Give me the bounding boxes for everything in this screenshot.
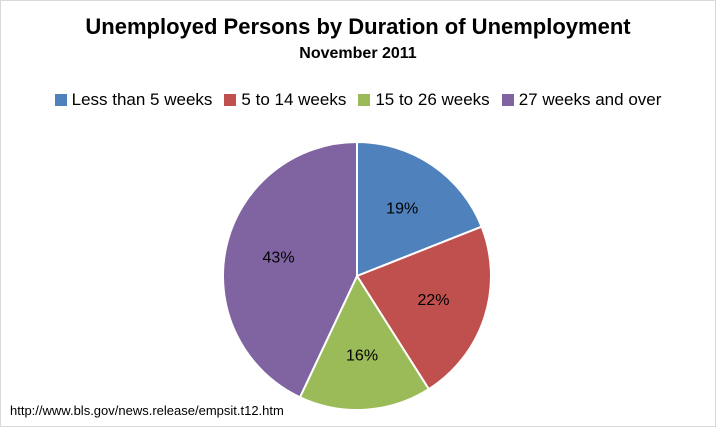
pie-label-27-weeks-and-over: 43% bbox=[263, 250, 295, 267]
pie-slice-5-to-14-weeks bbox=[355, 225, 492, 391]
pie-slice-27-weeks-and-over bbox=[222, 140, 358, 399]
pie-label-15-to-26-weeks: 16% bbox=[346, 347, 378, 364]
legend-item-27-weeks-and-over: 27 weeks and over bbox=[501, 90, 662, 110]
legend-label-less-than-5-weeks: Less than 5 weeks bbox=[71, 90, 213, 109]
pie-label-5-to-14-weeks: 22% bbox=[417, 292, 449, 309]
legend: Less than 5 weeks 5 to 14 weeks 15 to 26… bbox=[0, 90, 716, 110]
legend-swatch-5-to-14-weeks bbox=[224, 94, 237, 106]
pie-label-less-than-5-weeks: 19% bbox=[386, 201, 418, 218]
pie-labels: 19% 22% 16% 43% bbox=[263, 201, 450, 365]
pie-slices bbox=[222, 140, 492, 411]
legend-swatch-27-weeks-and-over bbox=[501, 94, 514, 106]
legend-swatch-15-to-26-weeks bbox=[358, 94, 371, 106]
chart-title: Unemployed Persons by Duration of Unempl… bbox=[85, 14, 631, 39]
pie-slice-15-to-26-weeks bbox=[298, 273, 431, 411]
source-url: http://www.bls.gov/news.release/empsit.t… bbox=[10, 403, 284, 418]
chart-subtitle: November 2011 bbox=[299, 45, 417, 62]
legend-label-27-weeks-and-over: 27 weeks and over bbox=[518, 90, 662, 109]
legend-item-15-to-26-weeks: 15 to 26 weeks bbox=[358, 90, 490, 110]
legend-label-5-to-14-weeks: 5 to 14 weeks bbox=[241, 90, 347, 109]
legend-label-15-to-26-weeks: 15 to 26 weeks bbox=[375, 90, 490, 109]
legend-swatch-less-than-5-weeks bbox=[54, 94, 67, 106]
legend-item-less-than-5-weeks: Less than 5 weeks bbox=[54, 90, 213, 110]
pie-slice-less-than-5-weeks bbox=[356, 140, 483, 278]
legend-item-5-to-14-weeks: 5 to 14 weeks bbox=[224, 90, 346, 110]
